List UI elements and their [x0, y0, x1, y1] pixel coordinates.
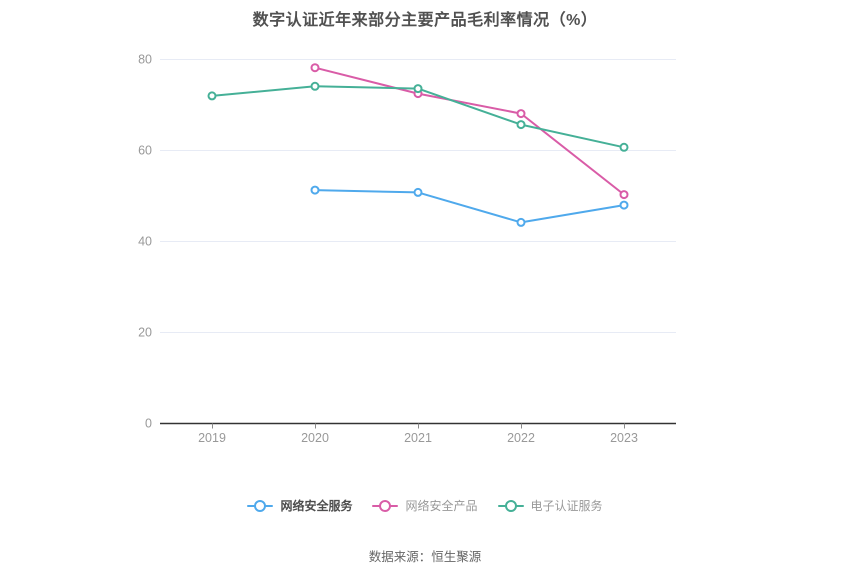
x-axis-tick-label: 2022: [507, 431, 535, 445]
y-axis-tick-label: 40: [138, 235, 152, 249]
data-point[interactable]: [619, 142, 629, 152]
data-point[interactable]: [413, 84, 423, 94]
legend-label: 网络安全产品: [405, 499, 478, 513]
legend-label: 电子认证服务: [530, 499, 603, 513]
x-axis-tick-label: 2019: [198, 431, 226, 445]
chart-legend: 网络安全服务 网络安全产品 电子认证服务: [0, 497, 850, 514]
legend-ring-icon: [254, 499, 267, 512]
series-line-1: [314, 189, 625, 224]
series-line-2: [314, 66, 625, 196]
data-point[interactable]: [516, 109, 526, 119]
legend-line-marker-icon: [372, 499, 399, 512]
line-chart: 0 20 40 60 80 2019 2020 2021 2022 2023: [138, 53, 676, 445]
x-axis-tick-label: 2020: [301, 431, 329, 445]
data-point[interactable]: [516, 217, 526, 227]
data-source-note: 数据来源：恒生聚源: [368, 550, 482, 564]
legend-ring-icon: [379, 499, 392, 512]
chart-title: 数字认证近年来部分主要产品毛利率情况（%）: [252, 12, 598, 29]
legend-item-network-security-service[interactable]: 网络安全服务: [247, 497, 352, 514]
legend-label: 网络安全服务: [280, 499, 353, 513]
y-axis-tick-label: 20: [138, 326, 152, 340]
data-point[interactable]: [619, 200, 629, 210]
y-axis-tick-label: 0: [145, 417, 152, 431]
legend-line-marker-icon: [247, 499, 274, 512]
data-point[interactable]: [413, 187, 423, 197]
data-point[interactable]: [310, 185, 320, 195]
data-point[interactable]: [516, 120, 526, 130]
legend-line-marker-icon: [497, 499, 524, 512]
data-point[interactable]: [619, 190, 629, 200]
legend-item-electronic-certification-service[interactable]: 电子认证服务: [497, 497, 603, 514]
x-axis-tick-label: 2023: [610, 431, 638, 445]
y-axis-tick-label: 80: [138, 53, 152, 67]
y-axis-tick-label: 60: [138, 144, 152, 158]
data-point[interactable]: [310, 63, 320, 73]
data-point[interactable]: [207, 91, 217, 101]
x-axis-tick-label: 2021: [404, 431, 432, 445]
data-point[interactable]: [310, 81, 320, 91]
legend-ring-icon: [504, 499, 517, 512]
legend-item-network-security-product[interactable]: 网络安全产品: [372, 497, 478, 514]
